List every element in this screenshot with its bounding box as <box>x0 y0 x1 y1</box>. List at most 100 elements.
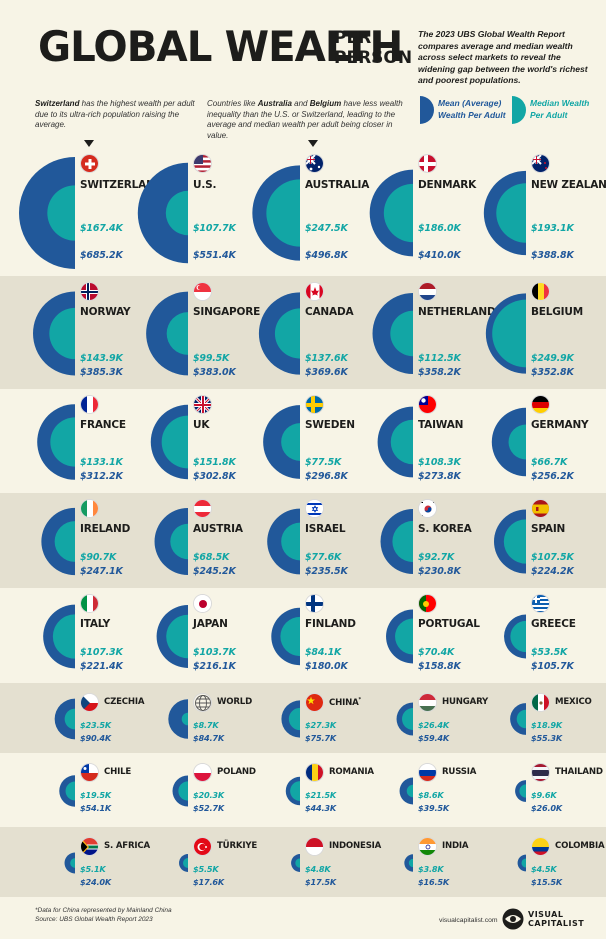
flag-chile-icon <box>80 763 99 782</box>
country-name: ROMANIA <box>329 767 374 777</box>
flag-switzerland-icon <box>80 154 99 173</box>
row-band <box>0 683 606 753</box>
note-bold-country: Switzerland <box>35 99 80 108</box>
flag-ireland-icon <box>80 499 99 518</box>
mean-value: $39.5K <box>418 803 450 813</box>
inequality-note: Countries like Australia and Belgium hav… <box>207 99 412 141</box>
note-text-c: have less wealth inequality than the U.S… <box>207 99 403 140</box>
mean-value: $230.8K <box>418 566 461 577</box>
mean-value: $352.8K <box>531 367 574 378</box>
country-name: CHINA* <box>329 697 361 708</box>
median-value: $108.3K <box>418 457 461 468</box>
note-text-and: and <box>291 99 310 108</box>
mean-value: $180.0K <box>305 661 348 672</box>
median-value: $84.1K <box>305 647 342 658</box>
flag-australia-icon <box>305 154 324 173</box>
flag-portugal-icon <box>418 594 437 613</box>
mean-value: $55.3K <box>531 733 563 743</box>
mean-value: $17.6K <box>193 877 225 887</box>
flag-world-icon <box>193 693 212 712</box>
mean-value: $26.0K <box>531 803 563 813</box>
pointer-arrow-switzerland <box>84 140 94 147</box>
country-name: RUSSIA <box>442 767 477 777</box>
switzerland-note: Switzerland has the highest wealth per a… <box>35 99 203 131</box>
country-name: HUNGARY <box>442 697 489 707</box>
mean-value: $685.2K <box>80 250 123 261</box>
median-value: $92.7K <box>418 552 455 563</box>
footnote-marker: * <box>358 697 362 703</box>
country-name: INDONESIA <box>329 841 382 851</box>
median-value: $249.9K <box>531 353 574 364</box>
mean-value: $158.8K <box>418 661 461 672</box>
median-value: $8.6K <box>418 790 444 800</box>
mean-value: $496.8K <box>305 250 348 261</box>
flag-romania-icon <box>305 763 324 782</box>
flag-indonesia-icon <box>305 837 324 856</box>
country-name: NEW ZEALAND <box>531 179 606 191</box>
flag-greece-icon <box>531 594 550 613</box>
flag-sweden-icon <box>305 395 324 414</box>
source-url: visualcapitalist.com <box>439 917 498 924</box>
country-name: SINGAPORE <box>193 306 261 318</box>
median-value: $99.5K <box>193 353 230 364</box>
note-text: has the highest wealth per adult due to … <box>35 99 195 129</box>
flag-south-africa-icon <box>80 837 99 856</box>
flag-italy-icon <box>80 594 99 613</box>
country-name: BELGIUM <box>531 306 583 318</box>
mean-value: $388.8K <box>531 250 574 261</box>
country-name: NETHERLANDS <box>418 306 503 318</box>
median-value: $151.8K <box>193 457 236 468</box>
median-value: $68.5K <box>193 552 230 563</box>
median-value: $26.4K <box>418 720 450 730</box>
mean-value: $551.4K <box>193 250 236 261</box>
mean-value: $17.5K <box>305 877 337 887</box>
brand-name: VISUAL CAPITALIST <box>528 910 584 928</box>
median-value: $77.5K <box>305 457 342 468</box>
median-value: $193.1K <box>531 223 574 234</box>
mean-value: $312.2K <box>80 471 123 482</box>
country-name: COLOMBIA <box>555 841 605 851</box>
country-name: THAILAND <box>555 767 603 777</box>
country-name: MEXICO <box>555 697 592 707</box>
mean-value: $44.3K <box>305 803 337 813</box>
brand-line-1: VISUAL <box>528 910 564 919</box>
country-name: U.S. <box>193 179 217 191</box>
flag-czechia-icon <box>80 693 99 712</box>
country-name: CANADA <box>305 306 354 318</box>
mean-value: $410.0K <box>418 250 461 261</box>
country-name: GERMANY <box>531 419 589 431</box>
mean-value: $369.6K <box>305 367 348 378</box>
country-name: JAPAN <box>193 618 228 630</box>
flag-canada-icon <box>305 282 324 301</box>
country-name: UK <box>193 419 210 431</box>
flag-norway-icon <box>80 282 99 301</box>
flag-india-icon <box>418 837 437 856</box>
country-name: IRELAND <box>80 523 131 535</box>
brand-line-2: CAPITALIST <box>528 919 585 928</box>
country-name: AUSTRALIA <box>305 179 370 191</box>
median-value: $143.9K <box>80 353 123 364</box>
mean-value: $224.2K <box>531 566 574 577</box>
median-value: $5.5K <box>193 864 219 874</box>
legend-swatch-mean <box>420 96 434 124</box>
mean-value: $59.4K <box>418 733 450 743</box>
mean-value: $383.0K <box>193 367 236 378</box>
median-value: $23.5K <box>80 720 112 730</box>
flag-china-icon <box>305 693 324 712</box>
median-value: $137.6K <box>305 353 348 364</box>
median-value: $112.5K <box>418 353 461 364</box>
flag-mexico-icon <box>531 693 550 712</box>
mean-value: $247.1K <box>80 566 123 577</box>
page-title: GLOBAL WEALTH <box>38 22 403 71</box>
mean-value: $24.0K <box>80 877 112 887</box>
median-value: $18.9K <box>531 720 563 730</box>
mean-value: $245.2K <box>193 566 236 577</box>
country-name: TÜRKIYE <box>217 841 258 851</box>
median-value: $8.7K <box>193 720 219 730</box>
page-subtitle: PER PERSON <box>334 28 413 68</box>
mean-value: $256.2K <box>531 471 574 482</box>
mean-value: $84.7K <box>193 733 225 743</box>
pointer-arrow-australia <box>308 140 318 147</box>
flag-japan-icon <box>193 594 212 613</box>
